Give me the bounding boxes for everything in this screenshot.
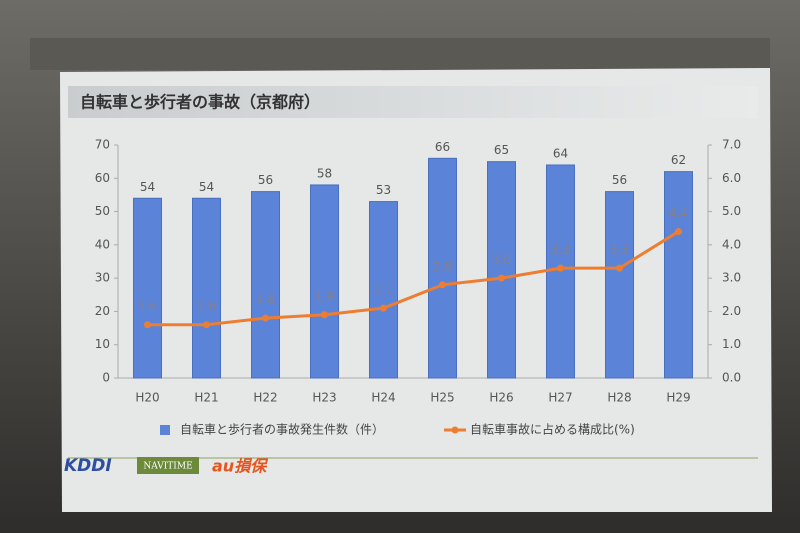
- bar-value-label: 53: [376, 183, 391, 197]
- bar-value-label: 58: [317, 166, 332, 180]
- bar: [428, 157, 457, 379]
- bar: [192, 197, 221, 379]
- legend-swatch: [160, 425, 170, 435]
- y-tick-label: 50: [95, 204, 110, 218]
- x-tick-label: H20: [135, 391, 159, 405]
- logo-navitime: NAVITIME: [143, 462, 192, 472]
- y-tick-label: 40: [95, 237, 110, 251]
- y2-tick-label: 7.0: [722, 138, 741, 152]
- y2-tick-label: 1.0: [722, 337, 741, 351]
- line-value-label: 1.6: [197, 299, 216, 313]
- line: [147, 230, 680, 327]
- x-tick-label: H27: [548, 391, 572, 405]
- x-tick-label: H26: [489, 391, 513, 405]
- screen-frame: [30, 38, 770, 70]
- bar-value-label: 66: [435, 140, 450, 154]
- legend-label: 自転車事故に占める構成比(%): [470, 422, 635, 437]
- y-tick-label: 20: [95, 304, 110, 318]
- y2-tick-label: 6.0: [722, 171, 741, 185]
- line-value-label: 1.6: [138, 299, 157, 313]
- bar: [369, 201, 398, 379]
- bar-value-label: 56: [612, 173, 627, 187]
- x-tick-label: H21: [194, 391, 218, 405]
- logo-box: [137, 457, 199, 474]
- x-tick-label: H23: [312, 391, 336, 405]
- line-marker: [439, 281, 446, 289]
- y-tick-label: 70: [95, 138, 110, 152]
- bar: [664, 171, 693, 379]
- legend-label: 自転車と歩行者の事故発生件数（件）: [180, 422, 384, 437]
- line-marker: [262, 314, 269, 322]
- line-value-label: 3.3: [551, 243, 570, 257]
- bar-value-label: 64: [553, 146, 568, 160]
- bar-value-label: 54: [140, 180, 155, 194]
- line-value-label: 2.8: [433, 259, 452, 273]
- line-value-label: 1.8: [256, 293, 275, 307]
- x-tick-label: H24: [371, 391, 395, 405]
- y2-tick-label: 0.0: [722, 371, 741, 385]
- x-tick-label: H25: [430, 391, 454, 405]
- chart-title: 自転車と歩行者の事故（京都府）: [80, 93, 320, 112]
- title-bar: [68, 86, 758, 118]
- y-tick-label: 60: [95, 171, 110, 185]
- bar: [133, 197, 162, 379]
- logo-au: au損保: [212, 457, 268, 476]
- line-value-label: 3.0: [492, 253, 511, 267]
- line-marker: [380, 304, 387, 312]
- line-marker: [144, 321, 151, 329]
- x-tick-label: H29: [666, 391, 690, 405]
- slide: [60, 68, 772, 512]
- line-marker: [557, 264, 564, 272]
- legend-marker: [451, 426, 459, 434]
- line-marker: [203, 321, 210, 329]
- line-value-label: 2.1: [374, 283, 393, 297]
- bar: [310, 184, 339, 379]
- bar-value-label: 65: [494, 143, 509, 157]
- y-tick-label: 30: [95, 271, 110, 285]
- x-tick-label: H28: [607, 391, 631, 405]
- bar: [605, 191, 634, 379]
- bar-value-label: 54: [199, 180, 214, 194]
- bar: [487, 161, 516, 379]
- bar-value-label: 62: [671, 153, 686, 167]
- y2-tick-label: 5.0: [722, 204, 741, 218]
- logo-kddi: KDDI: [64, 456, 112, 476]
- y2-tick-label: 2.0: [722, 304, 741, 318]
- line-value-label: 3.3: [610, 243, 629, 257]
- x-tick-label: H22: [253, 391, 277, 405]
- y2-tick-label: 3.0: [722, 271, 741, 285]
- line-marker: [321, 311, 328, 319]
- y2-tick-label: 4.0: [722, 237, 741, 251]
- line-marker: [675, 228, 682, 236]
- y-tick-label: 0: [102, 371, 110, 385]
- line-value-label: 1.9: [315, 289, 334, 303]
- line-marker: [616, 264, 623, 272]
- line-value-label: 4.4: [669, 206, 688, 220]
- bar: [251, 191, 280, 379]
- y-tick-label: 10: [95, 337, 110, 351]
- bar-value-label: 56: [258, 173, 273, 187]
- line-marker: [498, 274, 505, 282]
